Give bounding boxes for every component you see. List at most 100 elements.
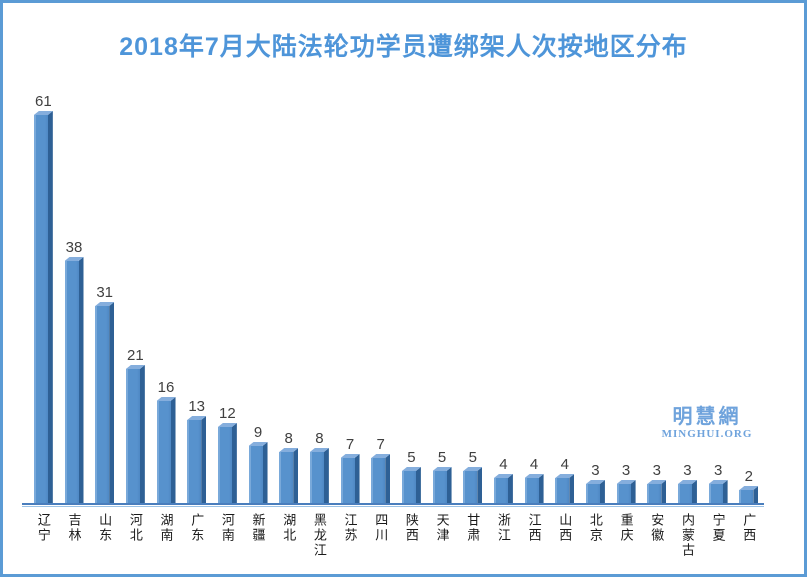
bar — [95, 302, 115, 503]
bar — [463, 467, 483, 503]
bar-value-label: 7 — [345, 436, 355, 453]
category-label: 内蒙古 — [679, 513, 695, 558]
bar-side-face — [507, 474, 513, 503]
bar-side-face — [661, 480, 667, 503]
category-label: 甘肃 — [465, 513, 481, 543]
bar-front-face — [95, 306, 110, 503]
bar-slot: 8 — [273, 431, 304, 503]
category-slot: 河北 — [120, 513, 151, 543]
category-slot: 辽宁 — [28, 513, 59, 543]
bar-side-face — [201, 416, 207, 503]
bar-slot: 7 — [365, 437, 396, 503]
bar-slot: 8 — [304, 431, 335, 503]
bar-value-label: 38 — [65, 239, 83, 256]
bar — [555, 474, 575, 503]
bar-slot: 9 — [243, 425, 274, 503]
x-axis-line — [22, 503, 764, 507]
bar-value-label: 2 — [744, 468, 753, 485]
bar-slot: 4 — [488, 457, 519, 503]
bar-top-face — [33, 111, 53, 115]
category-slot: 四川 — [365, 513, 396, 543]
minghui-logo: 明慧網 MINGHUI.ORG — [642, 405, 772, 440]
bar — [585, 480, 605, 503]
category-slot: 安徽 — [641, 513, 672, 543]
bar-side-face — [538, 474, 544, 503]
bar-top-face — [95, 302, 115, 306]
bar-slot: 7 — [335, 437, 366, 503]
bar-side-face — [630, 480, 636, 503]
bar-value-label: 21 — [127, 347, 144, 364]
bar-slot: 31 — [89, 285, 120, 503]
category-slot: 重庆 — [611, 513, 642, 543]
bar-front-face — [187, 420, 202, 503]
category-label: 新疆 — [250, 513, 266, 543]
bar-top-face — [555, 474, 575, 478]
bar-side-face — [262, 442, 268, 503]
bar — [708, 480, 728, 503]
bar-front-face — [33, 115, 48, 503]
bar-slot: 21 — [120, 348, 151, 503]
bar-top-face — [432, 467, 452, 471]
bar-value-label: 3 — [683, 462, 692, 479]
bar-slot: 3 — [703, 463, 734, 503]
bar-front-face — [647, 484, 662, 503]
bar-top-face — [309, 448, 329, 452]
bar-side-face — [446, 467, 452, 503]
bar-side-face — [691, 480, 697, 503]
category-label: 河北 — [127, 513, 143, 543]
bar-front-face — [279, 452, 294, 503]
bar-top-face — [585, 480, 605, 484]
bar-top-face — [156, 397, 176, 401]
bar — [64, 257, 84, 503]
bar-side-face — [139, 365, 145, 503]
category-label: 江苏 — [342, 513, 358, 543]
category-slot: 湖南 — [151, 513, 182, 543]
bar — [371, 454, 391, 503]
category-slot: 山西 — [549, 513, 580, 543]
bar-front-face — [708, 484, 723, 503]
bar-side-face — [323, 448, 329, 503]
category-slot: 陕西 — [396, 513, 427, 543]
category-label: 湖北 — [281, 513, 297, 543]
minghui-logo-chinese: 明慧網 — [672, 404, 742, 428]
bar-value-label: 31 — [96, 284, 114, 301]
category-label: 江西 — [526, 513, 542, 543]
bar-slot: 3 — [611, 463, 642, 503]
bar-side-face — [293, 448, 299, 503]
bar-top-face — [217, 423, 237, 427]
bar-side-face — [231, 423, 237, 503]
bar — [33, 111, 53, 503]
bar-value-label: 13 — [188, 398, 206, 415]
bar-slot: 5 — [396, 450, 427, 503]
bar-slot: 2 — [733, 469, 764, 503]
bar — [217, 423, 237, 503]
bar-top-face — [463, 467, 483, 471]
bar-front-face — [340, 458, 355, 503]
bar — [309, 448, 329, 503]
bar-front-face — [555, 478, 570, 503]
bar — [156, 397, 176, 503]
bar-front-face — [739, 490, 754, 503]
bar-slot: 3 — [641, 463, 672, 503]
category-slot: 江苏 — [335, 513, 366, 543]
bar-front-face — [248, 446, 263, 503]
bar-side-face — [47, 111, 53, 503]
bar-slot: 4 — [549, 457, 580, 503]
bar-side-face — [569, 474, 575, 503]
bar-front-face — [401, 471, 416, 503]
bar — [279, 448, 299, 503]
bar-top-face — [401, 467, 421, 471]
category-label: 陕西 — [403, 513, 419, 543]
bar-top-face — [187, 416, 207, 420]
category-label: 山西 — [557, 513, 573, 543]
bar-slot: 38 — [59, 240, 90, 503]
bar-side-face — [753, 486, 759, 503]
bar-top-face — [279, 448, 299, 452]
category-slot: 吉林 — [59, 513, 90, 543]
category-label: 山东 — [97, 513, 113, 543]
minghui-logo-english: MINGHUI.ORG — [661, 428, 753, 440]
category-slot: 天津 — [427, 513, 458, 543]
category-slot: 内蒙古 — [672, 513, 703, 558]
category-slot: 黑龙江 — [304, 513, 335, 558]
